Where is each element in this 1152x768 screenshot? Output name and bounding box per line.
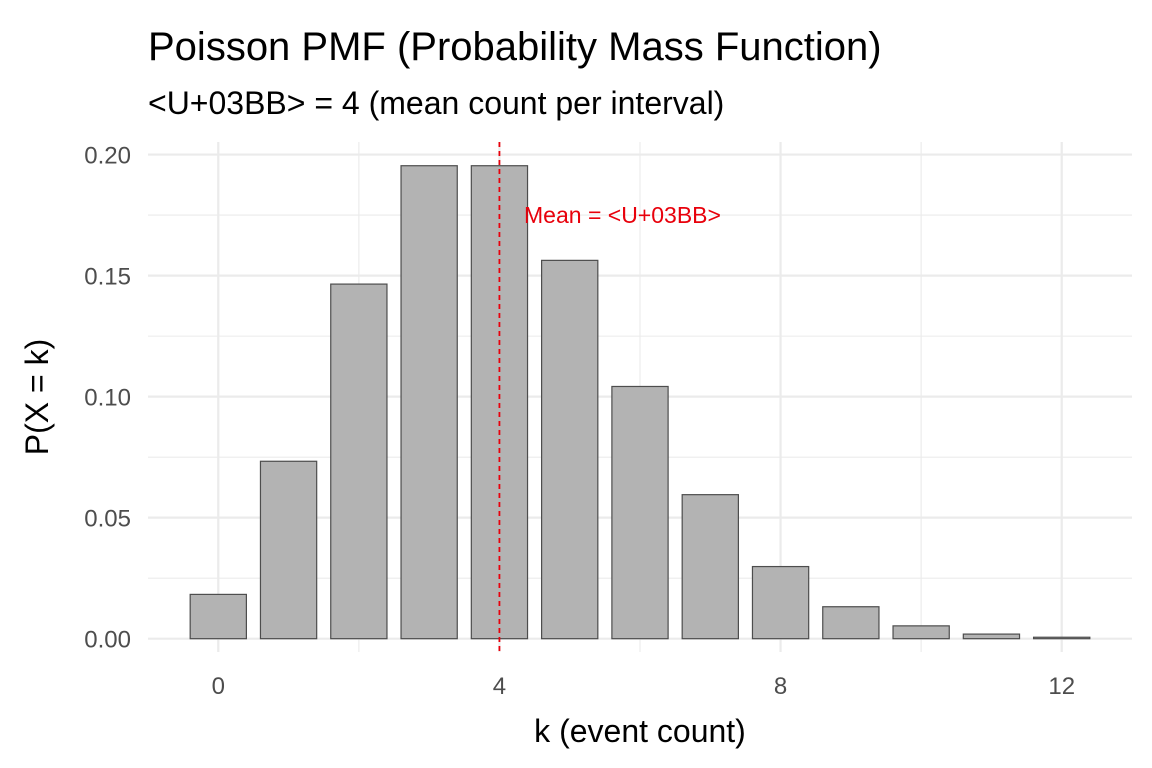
mean-annotation: Mean = <U+03BB> xyxy=(524,202,721,228)
chart-title: Poisson PMF (Probability Mass Function) xyxy=(148,25,882,69)
chart-subtitle: <U+03BB> = 4 (mean count per interval) xyxy=(148,85,724,121)
bar-k-6 xyxy=(611,385,669,640)
x-tick-label: 8 xyxy=(774,673,787,700)
bar-k-11 xyxy=(962,633,1021,640)
y-axis-title: P(X = k) xyxy=(19,339,55,455)
bars xyxy=(189,165,1091,640)
bar-k-2 xyxy=(330,283,388,640)
bar-k-12 xyxy=(1032,636,1091,640)
y-tick-label: 0.15 xyxy=(84,264,131,291)
bar-k-1 xyxy=(259,460,318,640)
x-axis-title: k (event count) xyxy=(534,713,746,749)
bar-k-10 xyxy=(892,625,950,640)
mean-marker: Mean = <U+03BB> xyxy=(498,142,721,652)
x-tick-label: 4 xyxy=(493,673,506,700)
x-tick-label: 12 xyxy=(1048,673,1075,700)
bar-k-0 xyxy=(189,593,248,640)
y-tick-label: 0.00 xyxy=(84,627,131,654)
bar-k-8 xyxy=(751,565,810,640)
y-tick-label: 0.05 xyxy=(84,506,131,533)
bar-k-5 xyxy=(540,259,599,640)
y-tick-label: 0.10 xyxy=(84,385,131,412)
x-tick-label: 0 xyxy=(212,673,225,700)
bar-k-9 xyxy=(822,606,880,640)
y-tick-label: 0.20 xyxy=(84,143,131,170)
tick-labels: 0 4 8 12 0.00 0.05 0.10 0.15 0.20 xyxy=(84,143,1075,700)
bar-k-7 xyxy=(681,494,740,640)
bar-k-3 xyxy=(400,165,458,640)
